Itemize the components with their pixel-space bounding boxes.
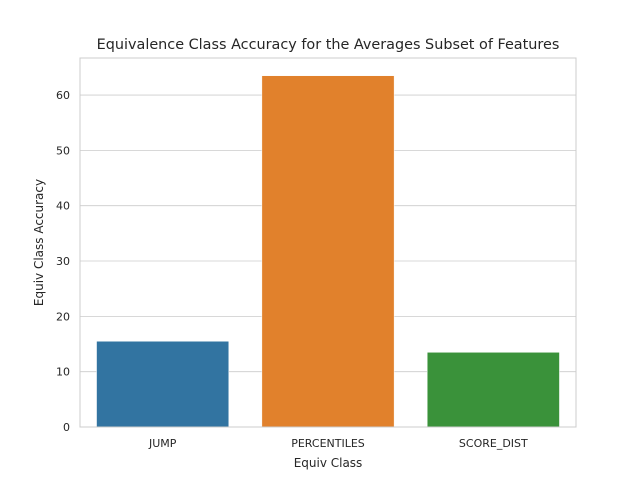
bar-score-dist xyxy=(426,352,560,428)
y-tick-label: 20 xyxy=(56,310,70,323)
y-axis-label: Equiv Class Accuracy xyxy=(32,179,46,306)
y-tick-label: 0 xyxy=(63,421,70,434)
bars xyxy=(96,75,560,428)
bar-jump xyxy=(96,341,230,428)
x-tick-label: PERCENTILES xyxy=(291,437,365,450)
x-tick-label: SCORE_DIST xyxy=(459,437,528,450)
y-tick-label: 30 xyxy=(56,255,70,268)
y-tick-labels: 0 10 20 30 40 50 60 xyxy=(56,89,70,434)
x-tick-labels: JUMP PERCENTILES SCORE_DIST xyxy=(148,437,528,450)
chart-title: Equivalence Class Accuracy for the Avera… xyxy=(97,37,560,53)
y-tick-label: 10 xyxy=(56,366,70,379)
x-axis-label: Equiv Class xyxy=(294,456,363,470)
y-tick-label: 40 xyxy=(56,200,70,213)
y-tick-label: 60 xyxy=(56,89,70,102)
plot-frame xyxy=(79,57,577,428)
x-tick-label: JUMP xyxy=(148,437,177,450)
bar-percentiles xyxy=(261,75,395,428)
y-tick-label: 50 xyxy=(56,144,70,157)
